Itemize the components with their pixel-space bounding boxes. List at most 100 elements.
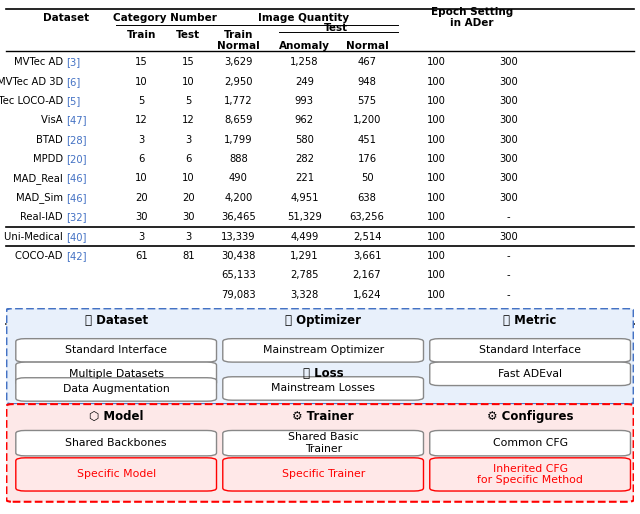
Text: Common CFG: Common CFG <box>493 438 568 448</box>
Text: [46]: [46] <box>67 174 87 183</box>
Text: 993: 993 <box>295 96 314 106</box>
Text: 3: 3 <box>138 232 145 242</box>
Text: -: - <box>506 251 510 261</box>
Text: 282: 282 <box>295 154 314 164</box>
Text: Normal: Normal <box>217 41 260 51</box>
Text: 300: 300 <box>499 135 518 145</box>
Text: 100: 100 <box>427 77 445 87</box>
Text: ⬡ Model: ⬡ Model <box>89 410 143 424</box>
FancyBboxPatch shape <box>430 339 630 362</box>
Text: 100: 100 <box>427 135 445 145</box>
Text: 300: 300 <box>499 232 518 242</box>
Text: 20: 20 <box>135 193 148 203</box>
Text: 100: 100 <box>427 115 445 125</box>
Text: 962: 962 <box>295 115 314 125</box>
Text: 221: 221 <box>295 174 314 183</box>
Text: 3: 3 <box>185 232 191 242</box>
Text: MPDD: MPDD <box>33 154 66 164</box>
Text: 451: 451 <box>358 135 376 145</box>
Text: Data Augmentation: Data Augmentation <box>63 384 170 394</box>
Text: 300: 300 <box>499 57 518 67</box>
Text: 100: 100 <box>427 212 445 222</box>
Text: 61: 61 <box>135 251 148 261</box>
Text: Image Quantity: Image Quantity <box>258 13 349 23</box>
FancyBboxPatch shape <box>430 362 630 386</box>
Text: Uni-Medical: Uni-Medical <box>4 232 66 242</box>
Text: 12: 12 <box>135 115 148 125</box>
FancyBboxPatch shape <box>16 431 216 456</box>
FancyBboxPatch shape <box>16 339 216 362</box>
Text: 15: 15 <box>135 57 148 67</box>
Text: [32]: [32] <box>67 212 87 222</box>
Text: Multiple Datasets: Multiple Datasets <box>68 369 164 379</box>
FancyBboxPatch shape <box>223 458 424 491</box>
Text: 6: 6 <box>185 154 191 164</box>
Text: 77,580: 77,580 <box>221 309 256 319</box>
Text: 2,950: 2,950 <box>224 77 253 87</box>
FancyBboxPatch shape <box>223 431 424 456</box>
Text: [5]: [5] <box>67 96 81 106</box>
Text: 100: 100 <box>427 57 445 67</box>
Text: 300: 300 <box>499 77 518 87</box>
Text: 888: 888 <box>229 154 248 164</box>
Text: Test: Test <box>324 23 348 33</box>
Text: 100: 100 <box>427 193 445 203</box>
Text: 4,499: 4,499 <box>290 232 319 242</box>
Text: -: - <box>506 270 510 281</box>
Text: Train: Train <box>127 30 156 40</box>
FancyBboxPatch shape <box>430 458 630 491</box>
Text: [47]: [47] <box>67 115 87 125</box>
Text: MAD_Sim: MAD_Sim <box>16 192 66 204</box>
Text: 51,329: 51,329 <box>287 212 322 222</box>
Text: -: - <box>506 212 510 222</box>
Text: ⚙ Trainer: ⚙ Trainer <box>292 410 354 424</box>
Text: 1,799: 1,799 <box>224 135 253 145</box>
Text: Standard Interface: Standard Interface <box>479 345 581 355</box>
Text: 249: 249 <box>295 77 314 87</box>
Text: 2,514: 2,514 <box>353 232 381 242</box>
Text: -: - <box>506 309 510 319</box>
Text: 5: 5 <box>185 96 191 106</box>
FancyBboxPatch shape <box>6 308 634 404</box>
Text: 100: 100 <box>427 251 445 261</box>
Text: MAD_Real: MAD_Real <box>13 173 66 184</box>
Text: 100: 100 <box>427 96 445 106</box>
Text: [42]: [42] <box>67 251 87 261</box>
Text: Shared Backbones: Shared Backbones <box>65 438 167 448</box>
Text: 100: 100 <box>427 174 445 183</box>
FancyBboxPatch shape <box>6 404 634 502</box>
Text: 300: 300 <box>499 96 518 106</box>
Text: Fast ADEval: Fast ADEval <box>498 369 562 379</box>
Text: [6]: [6] <box>67 77 81 87</box>
Text: 🔧 Optimizer: 🔧 Optimizer <box>285 314 361 326</box>
Text: 490: 490 <box>229 174 248 183</box>
Text: Specific Model: Specific Model <box>77 469 156 480</box>
Text: 10: 10 <box>182 174 195 183</box>
Text: 10: 10 <box>135 174 148 183</box>
FancyBboxPatch shape <box>223 339 424 362</box>
Text: 638: 638 <box>358 193 376 203</box>
Text: 1,772: 1,772 <box>224 96 253 106</box>
Text: 36,465: 36,465 <box>221 212 256 222</box>
Text: Anomaly: Anomaly <box>279 41 330 51</box>
Text: 🗄 Dataset: 🗄 Dataset <box>84 314 148 326</box>
Text: 3,253: 3,253 <box>290 309 319 319</box>
Text: Dataset: Dataset <box>43 13 89 23</box>
Text: Test: Test <box>176 30 200 40</box>
Text: BTAD: BTAD <box>36 135 66 145</box>
Text: 30: 30 <box>135 212 147 222</box>
Text: 30: 30 <box>182 212 195 222</box>
FancyBboxPatch shape <box>16 458 216 491</box>
Text: 79,083: 79,083 <box>221 290 256 300</box>
Text: 1,699: 1,699 <box>353 309 381 319</box>
Text: 1,291: 1,291 <box>290 251 319 261</box>
Text: 10: 10 <box>135 77 148 87</box>
Text: Inherited CFG
for Specific Method: Inherited CFG for Specific Method <box>477 464 583 485</box>
Text: 1,200: 1,200 <box>353 115 381 125</box>
Text: [3]: [3] <box>67 57 81 67</box>
Text: 575: 575 <box>358 96 376 106</box>
Text: 20: 20 <box>182 193 195 203</box>
Text: 580: 580 <box>295 135 314 145</box>
Text: 3: 3 <box>185 135 191 145</box>
FancyBboxPatch shape <box>223 377 424 400</box>
